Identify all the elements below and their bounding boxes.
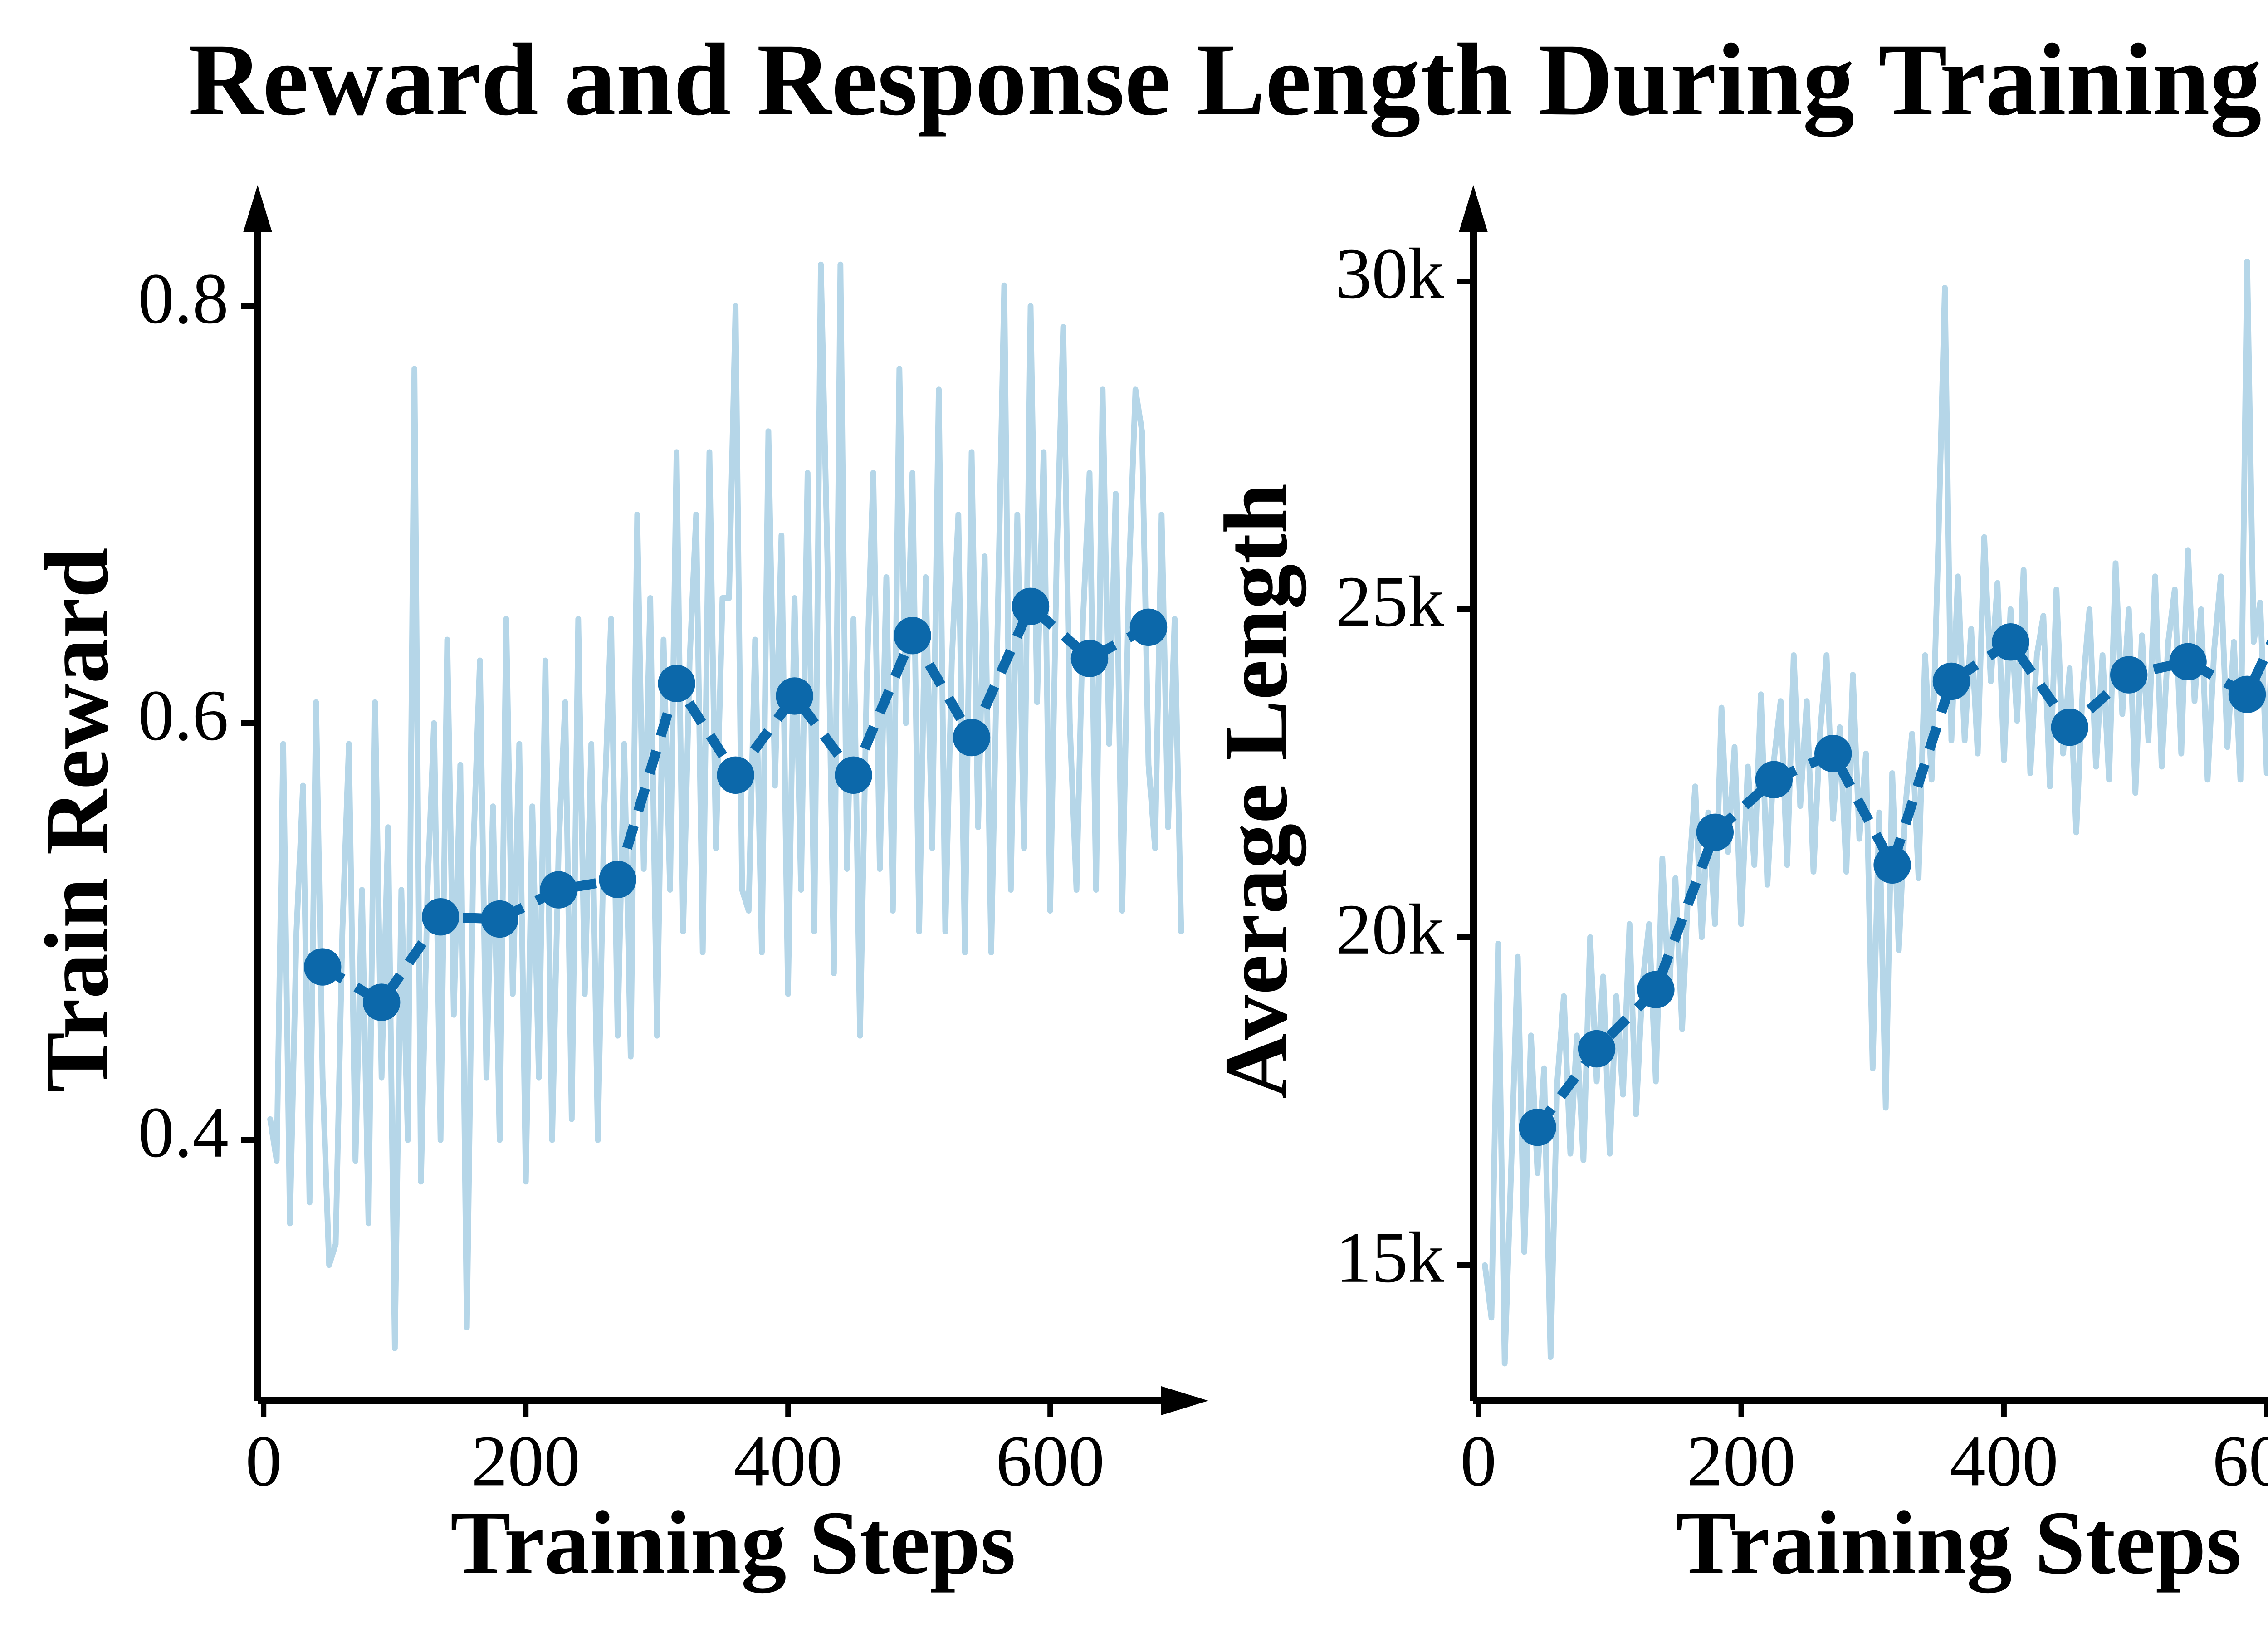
data-point-marker [1696,813,1734,851]
data-point-marker [1992,623,2029,661]
x-tick-label: 200 [471,1420,580,1501]
data-point-marker [1755,761,1793,799]
data-point-marker [1012,587,1050,626]
data-point-marker [2051,709,2088,746]
data-point-marker [540,871,577,909]
data-point-marker [2169,643,2207,681]
x-axis-arrow-icon [1161,1386,1208,1415]
data-point-marker [1070,640,1109,677]
data-point-marker [363,983,401,1021]
ticks-right: 0 200 400 600 15k 20k 25k 30k [1335,233,2268,1501]
x-tick-label: 400 [733,1420,842,1501]
chart-title: Reward and Response Length During Traini… [188,24,2262,138]
data-point-marker [599,861,636,899]
y-axis-label-right: Average Length [1205,483,1306,1099]
ticks-left: 0 200 400 600 0.4 0.6 0.8 [138,258,1105,1501]
panel-right: 0 200 400 600 15k 20k 25k 30k [1335,185,2268,1501]
x-tick-label: 600 [2212,1420,2268,1501]
data-point-marker [1932,662,1970,700]
y-axis-arrow-icon [243,185,272,232]
y-tick-label: 0.8 [138,258,229,339]
data-point-marker [835,756,872,794]
data-point-marker [1873,846,1911,884]
data-point-marker [2110,656,2148,694]
data-point-marker [953,719,991,757]
data-point-marker [1129,608,1168,646]
x-axis-label-left: Training Steps [450,1491,1016,1593]
panel-left: 0 200 400 600 0.4 0.6 0.8 [138,185,1208,1501]
y-tick-label: 0.6 [138,675,229,756]
data-point-marker [1578,1030,1616,1068]
x-tick-label: 0 [245,1420,282,1501]
smoothed-series-markers [1519,623,2266,1146]
smoothed-series-markers [304,587,1168,1021]
data-point-marker [658,665,695,703]
raw-series-line [1482,259,2268,1367]
y-tick-label: 30k [1335,233,1444,314]
data-point-marker [2228,675,2266,714]
smoothed-series-line [1533,635,2268,1130]
data-point-marker [1519,1109,1556,1146]
data-point-marker [717,756,754,794]
y-tick-label: 20k [1335,889,1444,970]
data-point-marker [422,898,459,936]
data-point-marker [1637,971,1675,1008]
y-axis-label-left: Train Reward [25,548,127,1093]
x-tick-label: 600 [996,1420,1105,1501]
data-point-marker [481,900,518,938]
axes-right [1470,221,2268,1404]
y-tick-label: 15k [1335,1217,1444,1298]
data-point-marker [304,948,342,986]
axes-left [254,221,1172,1404]
data-point-marker [894,617,931,655]
y-tick-label: 0.4 [138,1092,229,1173]
x-tick-label: 0 [1460,1420,1496,1501]
x-axis-label-right: Training Steps [1676,1491,2242,1593]
x-tick-label: 200 [1687,1420,1796,1501]
raw-series-line [267,261,1184,1351]
y-axis-arrow-icon [1459,185,1488,232]
y-tick-label: 25k [1335,561,1444,642]
data-point-marker [1814,735,1852,772]
x-tick-label: 400 [1950,1420,2058,1501]
data-point-marker [776,677,813,715]
